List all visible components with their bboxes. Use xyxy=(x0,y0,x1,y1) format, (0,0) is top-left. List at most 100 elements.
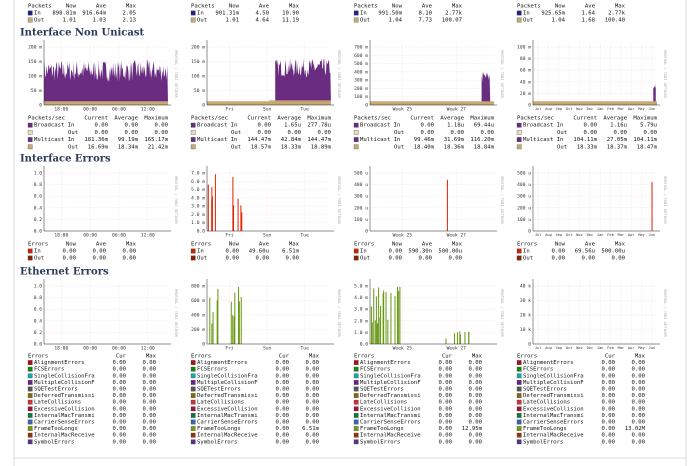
legend-value: 0.00 xyxy=(276,439,289,445)
legend-value: 0.00 xyxy=(143,380,156,386)
x-tick-label: Tue xyxy=(301,233,310,239)
x-tick-label: 06:00 xyxy=(112,346,126,352)
legend-header: Now xyxy=(229,4,240,10)
legend-value: 18.57m xyxy=(251,144,272,150)
legend-value: 925.65m xyxy=(541,11,565,17)
legend-header: Cur xyxy=(442,354,453,360)
x-tick-label: May xyxy=(638,346,645,350)
legend-value: 0.00 xyxy=(469,360,482,366)
y-tick-label: 6.0 m xyxy=(191,179,205,185)
graph-spike xyxy=(237,198,239,231)
legend-label: ExcessiveCollision xyxy=(34,406,95,412)
legend-swatch xyxy=(353,426,359,431)
legend-value: 0.00 xyxy=(306,380,319,386)
legend-value: 18.40m xyxy=(414,144,435,150)
legend-value: 2.77k xyxy=(445,11,462,17)
graph-area-base xyxy=(370,101,494,105)
legend-value: 0.00 xyxy=(632,373,645,379)
legend-swatch xyxy=(516,255,522,261)
legend-swatch xyxy=(516,17,522,23)
legend-header: Max xyxy=(309,354,320,360)
legend-label: SQETestErrors xyxy=(360,387,404,393)
y-tick-label: 0 xyxy=(39,103,42,109)
legend-value: 0.00 xyxy=(306,439,319,445)
legend-value: 0.00 xyxy=(143,387,156,393)
legend-value: 0.00 xyxy=(419,256,432,262)
legend-value: 99.19m xyxy=(118,137,139,143)
graph-area xyxy=(653,83,656,105)
y-tick-label: 100 m xyxy=(191,74,205,80)
legend-value: 0.00 xyxy=(306,367,319,373)
legend-value: 69.44u xyxy=(474,123,494,129)
legend-swatch xyxy=(516,10,522,16)
x-tick-label: Jan xyxy=(597,346,604,350)
y-tick-label: 0.4 xyxy=(34,318,43,324)
x-tick-label: Jun xyxy=(649,107,656,111)
legend-value: 0.00 xyxy=(439,360,452,366)
x-tick-label: Jun xyxy=(649,346,656,350)
legend-swatch xyxy=(27,380,33,385)
y-tick-label: 0.6 xyxy=(34,194,43,200)
legend-swatch xyxy=(190,419,196,425)
legend-value: 0.00 xyxy=(469,439,482,445)
y-tick-label: 150 m xyxy=(191,59,205,65)
legend-header: Max xyxy=(126,242,137,248)
legend-header: Max xyxy=(615,242,626,248)
y-tick-label: 400 u xyxy=(517,182,531,188)
legend-label: SingleCollisionFra xyxy=(523,373,584,379)
legend-label: FrameTooLongs xyxy=(197,426,241,432)
legend-value: 0.00 xyxy=(469,387,482,393)
legend-header: Ave xyxy=(585,242,596,248)
legend-swatch xyxy=(516,137,522,142)
legend-value: 18.33m xyxy=(281,144,302,150)
legend-label: In xyxy=(360,11,367,17)
legend-value: 0.00 xyxy=(632,387,645,393)
legend-label: FrameTooLongs xyxy=(34,426,78,432)
legend-header: Errors xyxy=(354,242,374,248)
legend-label: Multicast In xyxy=(360,137,400,143)
legend-value: 0.00 xyxy=(602,420,615,426)
x-tick-label: Dec xyxy=(587,346,594,350)
legend-swatch xyxy=(190,406,196,412)
legend-header: Max xyxy=(126,4,137,10)
legend-value: 18.37m xyxy=(607,144,628,150)
y-tick-label: 4.0 m xyxy=(354,295,368,301)
legend-value: 0.00 xyxy=(276,367,289,373)
legend-value: 0.00 xyxy=(389,256,402,262)
legend-label: SQETestErrors xyxy=(34,387,78,393)
section-title: Interface Non Unicast xyxy=(20,28,144,39)
legend-swatch xyxy=(27,373,33,379)
legend-label: LateCollisions xyxy=(197,400,244,406)
legend-label: Out xyxy=(231,130,241,136)
legend-value: 0.00 xyxy=(113,413,126,419)
legend-swatch xyxy=(353,360,359,365)
legend-swatch xyxy=(190,439,196,445)
legend-value: 0.00 xyxy=(306,400,319,406)
legend-swatch xyxy=(190,122,196,128)
legend-swatch xyxy=(27,130,33,135)
x-tick-label: Feb xyxy=(607,233,614,237)
graph-spike xyxy=(374,320,376,344)
legend-value: 42.84m xyxy=(281,137,302,143)
y-tick-label: 5.0 m xyxy=(354,284,368,290)
x-tick-label: Week 25 xyxy=(393,107,413,113)
legend-value: 0.00 xyxy=(258,123,271,129)
legend-value: 0.00 xyxy=(439,387,452,393)
legend-swatch xyxy=(353,255,359,261)
legend-value: 0.00 xyxy=(306,393,319,399)
legend-value: 0.00 xyxy=(226,256,239,262)
y-tick-label: 800 m xyxy=(191,284,205,290)
legend-value: 0.00 xyxy=(439,433,452,439)
y-tick-label: 0.8 xyxy=(34,182,43,188)
legend-swatch xyxy=(190,255,196,261)
legend-label: DeferredTransmissi xyxy=(523,393,584,399)
legend-label: SQETestErrors xyxy=(523,387,567,393)
graph-spike xyxy=(217,288,219,344)
legend-value: 7.73 xyxy=(419,18,432,24)
y-tick-label: 400 u xyxy=(354,182,368,188)
legend-value: 31.69m xyxy=(444,137,465,143)
legend-label: DeferredTransmissi xyxy=(360,393,421,399)
legend-swatch xyxy=(27,432,33,438)
graph-spike xyxy=(378,287,380,344)
legend-value: 0.00 xyxy=(318,130,331,136)
